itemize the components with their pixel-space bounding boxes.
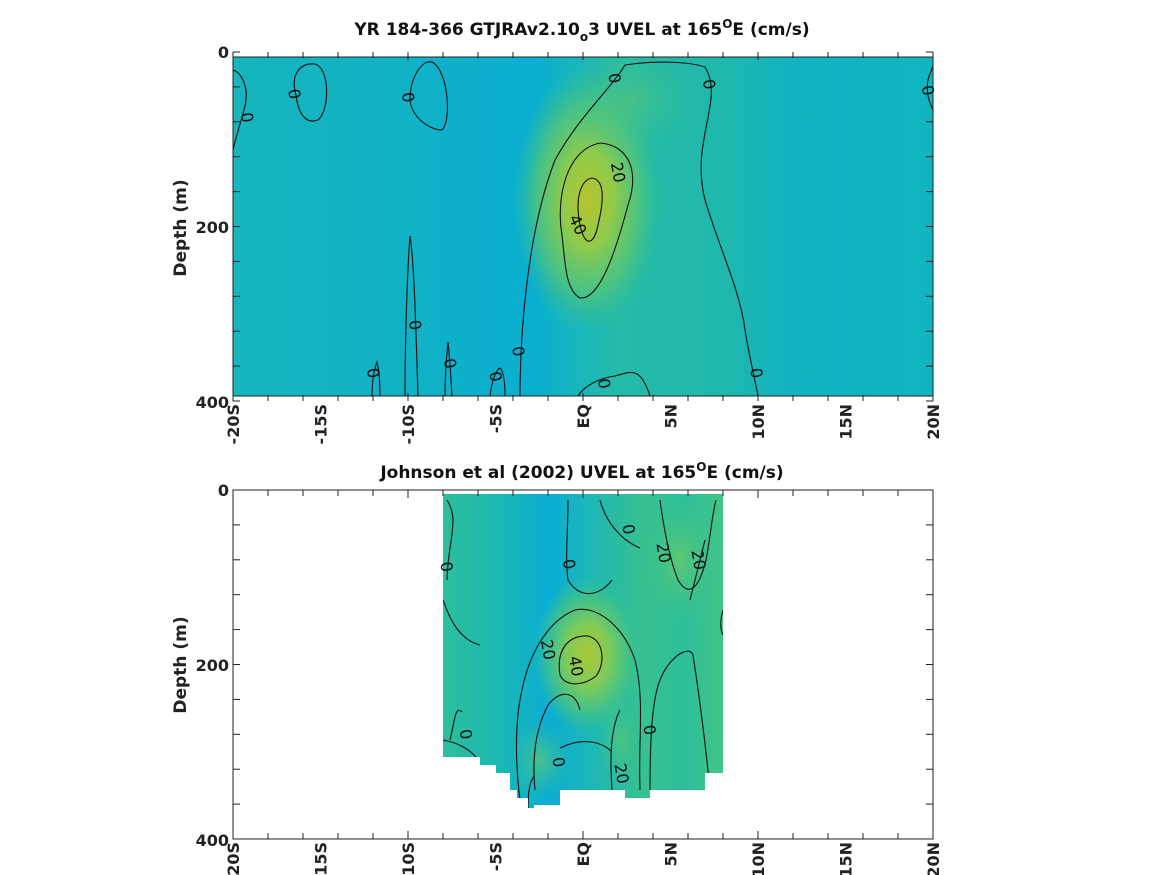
x-tick-label: -10S: [399, 404, 418, 444]
contour-label: 0: [456, 728, 476, 741]
x-tick-label: -20S: [224, 842, 243, 875]
contour-label: 0: [508, 345, 528, 358]
contour-label: 0: [618, 523, 638, 536]
x-tick-labels-bottom: -20S -15S -10S -5S EQ 5N 10N 15N 20N: [224, 842, 943, 875]
contour-label: 0: [284, 87, 304, 100]
x-tick-label: 15N: [837, 404, 856, 440]
contour-label: 0: [363, 366, 383, 379]
contour-label: 0: [548, 756, 568, 769]
x-tick-label: -15S: [312, 842, 331, 875]
heatmap-bottom: [443, 494, 723, 808]
contour-label: 20: [652, 541, 674, 564]
y-tick-label: 200: [196, 218, 229, 237]
y-axis-label-top: Depth (m): [171, 179, 191, 276]
contour-label: 20: [687, 548, 709, 571]
y-tick-label: 200: [196, 656, 229, 675]
contour-label: 20: [607, 161, 629, 184]
y-tick-label: 0: [218, 481, 229, 500]
panel-bottom: Johnson et al (2002) UVEL at 165OE (cm/s…: [171, 460, 943, 875]
x-tick-label: 15N: [837, 842, 856, 875]
contour-label: 0: [746, 366, 766, 379]
x-tick-label: 10N: [749, 404, 768, 440]
contour-label: 0: [398, 91, 418, 104]
contour-label: 0: [639, 723, 659, 736]
x-tick-label: 20N: [924, 842, 943, 875]
contour-label: 0: [405, 318, 425, 331]
contour-label: 0: [436, 560, 456, 573]
contour-label: 0: [594, 377, 614, 390]
contour-label: 0: [440, 357, 460, 370]
heatmap-top: [233, 57, 933, 396]
tick-marks-top: [232, 51, 934, 402]
contour-labels-bottom: 0 0 0 20 20 20 40 0 0 0 20: [436, 523, 709, 786]
contour-label: 0: [559, 557, 579, 570]
contour-label: 0: [918, 84, 938, 97]
x-tick-label: -5S: [487, 404, 506, 433]
contours-top: [233, 61, 933, 396]
x-tick-label: 5N: [662, 404, 681, 429]
x-tick-label: EQ: [574, 404, 593, 429]
contour-label: 20: [537, 638, 559, 661]
x-tick-label: 20N: [924, 404, 943, 440]
contour-label: 0: [485, 370, 505, 383]
y-tick-label: 400: [196, 831, 229, 850]
contour-label: 20: [610, 762, 632, 785]
y-tick-label: 0: [218, 43, 229, 62]
chart-title-top: YR 184-366 GTJRAv2.10o3 UVEL at 165OE (c…: [353, 17, 809, 44]
x-tick-label: EQ: [574, 842, 593, 867]
x-tick-label: -5S: [487, 842, 506, 871]
contour-label: 0: [604, 72, 624, 85]
y-tick-label: 400: [196, 393, 229, 412]
x-tick-label: 5N: [662, 842, 681, 867]
tick-marks-bottom: [232, 489, 934, 840]
x-tick-label: -10S: [399, 842, 418, 875]
contour-label: 0: [237, 111, 257, 124]
chart-title-bottom: Johnson et al (2002) UVEL at 165OE (cm/s…: [379, 460, 783, 483]
x-tick-label: 10N: [749, 842, 768, 875]
contour-label: 40: [565, 655, 587, 678]
x-tick-label: -20S: [224, 404, 243, 444]
panel-top: YR 184-366 GTJRAv2.10o3 UVEL at 165OE (c…: [171, 17, 943, 444]
x-tick-labels-top: -20S -15S -10S -5S EQ 5N 10N 15N 20N: [224, 404, 943, 444]
x-tick-label: -15S: [312, 404, 331, 444]
contour-label: 0: [699, 78, 719, 91]
y-axis-label-bottom: Depth (m): [171, 616, 191, 713]
contours-bottom: [443, 499, 723, 808]
